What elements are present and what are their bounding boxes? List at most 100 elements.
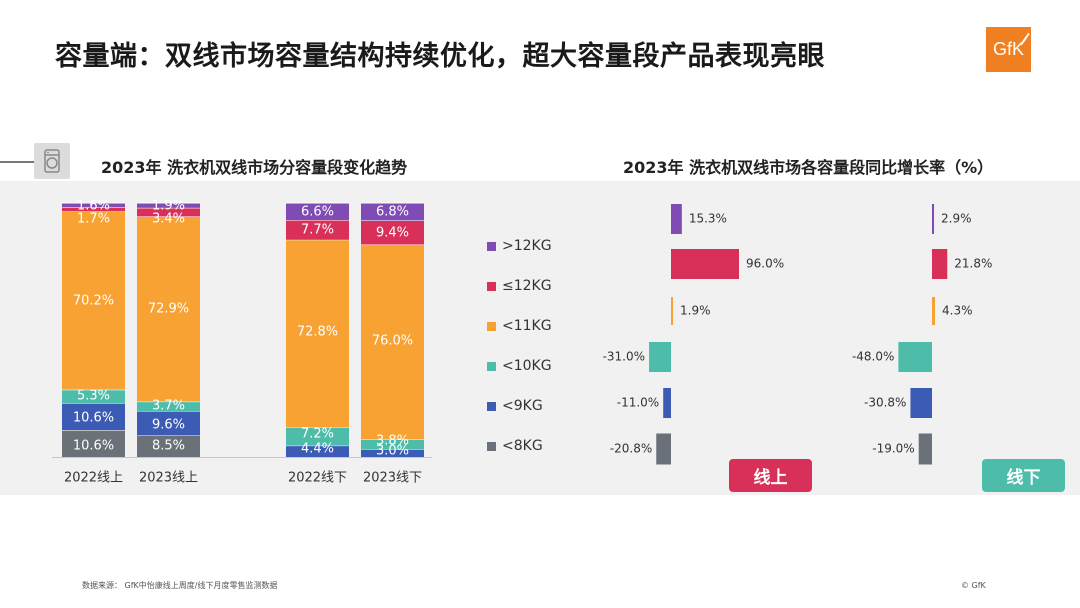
- growth-bar-le12: [932, 249, 948, 279]
- right-chart-title: 2023年 洗衣机双线市场各容量段同比增长率（%）: [623, 158, 994, 177]
- legend-swatch: [487, 321, 496, 331]
- bar-segment-le12: [286, 219, 349, 240]
- x-tick-label: 2022线上: [64, 471, 123, 486]
- data-label-le12: 1.7%: [77, 212, 110, 227]
- bar-segment-lt10: [361, 439, 424, 450]
- bar-segment-lt11: [137, 216, 200, 402]
- bar-segment-gt12: [286, 203, 349, 220]
- page-title: 容量端：双线市场容量结构持续优化，超大容量段产品表现亮眼: [55, 41, 825, 72]
- legend-item-lt9: <9KG: [487, 398, 543, 414]
- bar-segment-lt11: [62, 211, 125, 390]
- legend-item-lt10: <10KG: [487, 358, 552, 374]
- bar-segment-gt12: [62, 203, 125, 208]
- data-label-lt11: 72.9%: [148, 302, 189, 317]
- data-label-lt8: 8.5%: [152, 439, 185, 454]
- legend-label: <8KG: [502, 438, 543, 454]
- growth-label-le12: 21.8%: [954, 257, 992, 271]
- growth-label-le12: 96.0%: [746, 257, 784, 271]
- bar-segment-gt12: [361, 203, 424, 221]
- data-label-lt11: 72.8%: [297, 325, 338, 340]
- x-tick-label: 2023线上: [139, 471, 198, 486]
- online-tag: 线上: [729, 459, 812, 492]
- growth-bar-lt10: [898, 342, 932, 372]
- growth-bar-le12: [671, 249, 739, 279]
- legend-item-gt12: >12KG: [487, 238, 552, 254]
- growth-label-lt9: -30.8%: [864, 396, 906, 410]
- growth-label-lt10: -48.0%: [852, 350, 894, 364]
- bar-segment-lt11: [286, 239, 349, 428]
- growth-label-lt11: 4.3%: [942, 304, 973, 318]
- data-label-le12: 7.7%: [301, 223, 334, 238]
- legend-swatch: [487, 361, 496, 371]
- growth-bar-lt10: [649, 342, 671, 372]
- bar-segment-lt9: [137, 411, 200, 436]
- gfk-logo: GfK: [986, 27, 1031, 72]
- bar-segment-lt8: [62, 430, 125, 457]
- legend-label: <11KG: [502, 318, 552, 334]
- bar-segment-lt9: [286, 445, 349, 457]
- data-label-gt12: 1.6%: [77, 199, 110, 214]
- bar-segment-lt9: [62, 403, 125, 431]
- bar-segment-lt9: [361, 449, 424, 457]
- bar-segment-lt11: [361, 244, 424, 440]
- legend-label: >12KG: [502, 238, 552, 254]
- data-label-lt10: 3.7%: [152, 399, 185, 414]
- legend-label: <10KG: [502, 358, 552, 374]
- growth-bar-gt12: [671, 204, 682, 234]
- legend-item-le12: ≤12KG: [487, 278, 552, 294]
- legend-label: ≤12KG: [502, 278, 552, 294]
- growth-bar-lt11: [932, 297, 936, 325]
- growth-bar-lt11: [671, 297, 673, 325]
- bar-segment-lt8: [137, 435, 200, 457]
- growth-bar-lt9: [910, 388, 932, 418]
- data-label-gt12: 6.6%: [301, 205, 334, 220]
- growth-label-lt11: 1.9%: [680, 304, 711, 318]
- legend-label: <9KG: [502, 398, 543, 414]
- growth-bar-lt8: [656, 433, 671, 465]
- data-label-gt12: 6.8%: [376, 205, 409, 220]
- data-label-lt10: 7.2%: [301, 427, 334, 442]
- bar-segment-le12: [137, 207, 200, 217]
- data-label-lt9: 10.6%: [73, 411, 114, 426]
- growth-label-lt8: -20.8%: [610, 442, 652, 456]
- legend-swatch: [487, 281, 496, 291]
- legend-item-lt8: <8KG: [487, 438, 543, 454]
- growth-bar-lt8: [918, 433, 932, 465]
- washing-machine-icon: [34, 143, 70, 179]
- data-label-lt10: 3.8%: [376, 434, 409, 449]
- data-label-lt9: 4.4%: [301, 442, 334, 457]
- divider-line: [0, 161, 34, 163]
- growth-label-lt9: -11.0%: [617, 396, 659, 410]
- bar-segment-gt12: [137, 203, 200, 208]
- legend-swatch: [487, 401, 496, 411]
- bar-segment-le12: [361, 220, 424, 245]
- left-chart-title: 2023年 洗衣机双线市场分容量段变化趋势: [101, 158, 408, 177]
- data-label-lt9: 9.6%: [152, 418, 185, 433]
- bar-segment-lt10: [137, 401, 200, 412]
- x-tick-label: 2023线下: [363, 471, 422, 486]
- growth-label-lt10: -31.0%: [603, 350, 645, 364]
- growth-bar-lt9: [663, 388, 671, 418]
- data-label-lt11: 76.0%: [372, 334, 413, 349]
- bar-segment-le12: [62, 207, 125, 212]
- copyright: © GfK: [961, 581, 986, 590]
- growth-bar-gt12: [932, 204, 935, 234]
- growth-label-gt12: 15.3%: [689, 212, 727, 226]
- legend-swatch: [487, 441, 496, 451]
- logo-text: GfK: [992, 39, 1024, 59]
- bar-segment-lt10: [286, 427, 349, 446]
- bar-segment-lt10: [62, 389, 125, 404]
- data-label-gt12: 1.9%: [152, 199, 185, 214]
- data-source-note: 数据来源： GfK中怡康线上周度/线下月度零售监测数据: [82, 581, 278, 590]
- growth-label-gt12: 2.9%: [941, 212, 972, 226]
- data-label-lt8: 10.6%: [73, 439, 114, 454]
- growth-label-lt8: -19.0%: [872, 442, 914, 456]
- legend-swatch: [487, 241, 496, 251]
- data-label-lt9: 3.0%: [376, 444, 409, 459]
- offline-tag: 线下: [982, 459, 1065, 492]
- legend-item-lt11: <11KG: [487, 318, 552, 334]
- data-label-lt11: 70.2%: [73, 294, 114, 309]
- data-label-lt10: 5.3%: [77, 389, 110, 404]
- x-tick-label: 2022线下: [288, 471, 347, 486]
